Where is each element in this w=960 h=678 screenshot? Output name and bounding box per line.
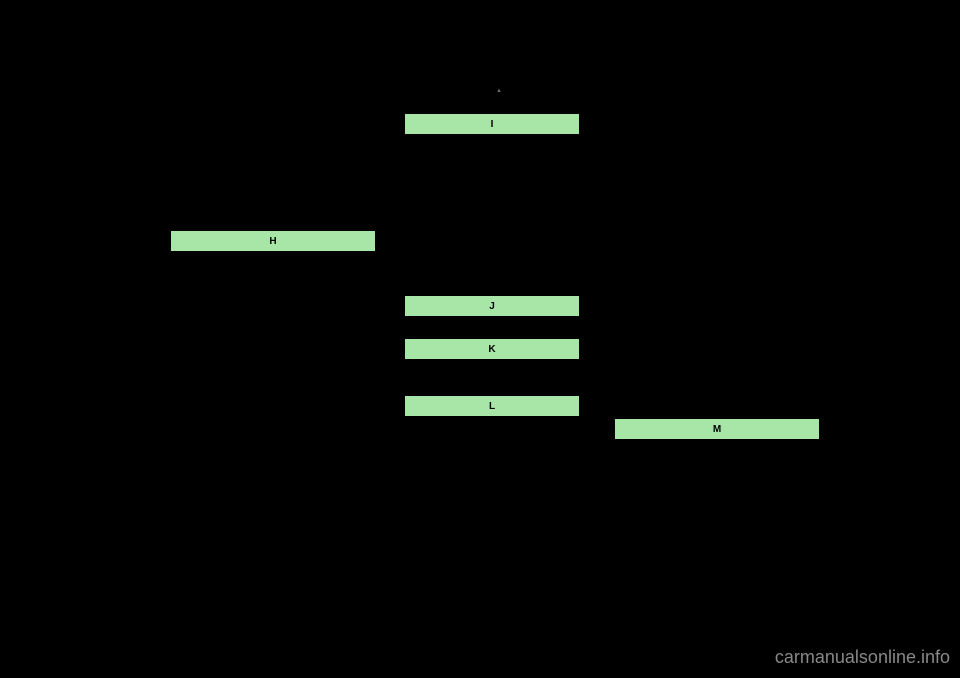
watermark-text: carmanualsonline.info [775, 647, 950, 668]
node-m: M [614, 418, 820, 440]
node-k: K [404, 338, 580, 360]
node-l: L [404, 395, 580, 417]
marker-bottom-T: T [498, 505, 503, 514]
node-i: I [404, 113, 580, 135]
node-h: H [170, 230, 376, 252]
marker-top-arrow: ▲ [496, 88, 502, 94]
node-j: J [404, 295, 580, 317]
